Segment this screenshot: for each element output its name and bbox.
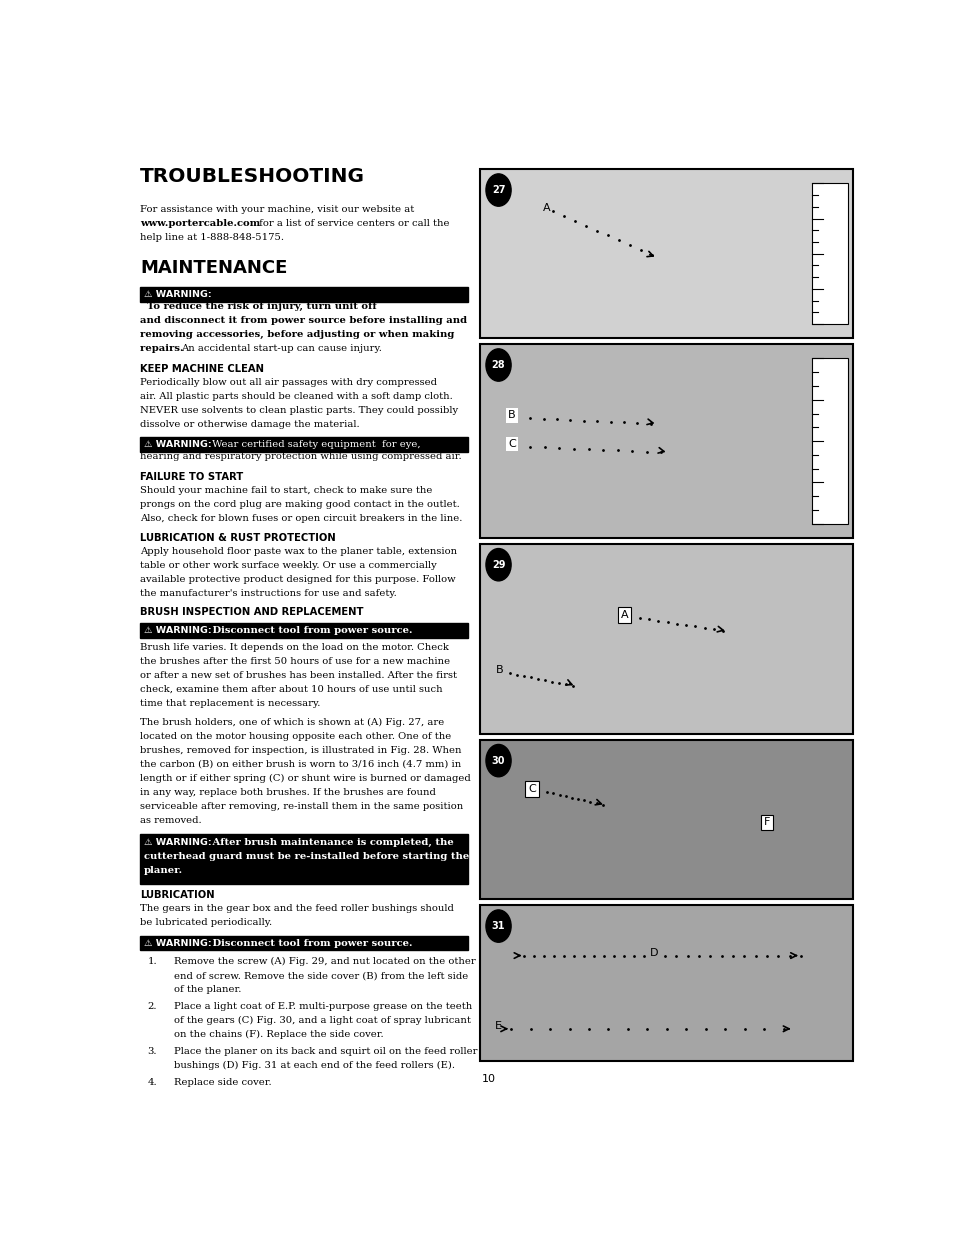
Text: of the planer.: of the planer. bbox=[173, 986, 241, 994]
Text: ⚠ WARNING:: ⚠ WARNING: bbox=[144, 440, 211, 450]
Text: ⚠ WARNING:: ⚠ WARNING: bbox=[144, 837, 211, 847]
FancyBboxPatch shape bbox=[140, 834, 468, 884]
Text: brushes, removed for inspection, is illustrated in Fig. 28. When: brushes, removed for inspection, is illu… bbox=[140, 746, 461, 755]
Text: D: D bbox=[649, 947, 658, 957]
Text: cutterhead guard must be re-installed before starting the: cutterhead guard must be re-installed be… bbox=[144, 852, 469, 861]
FancyBboxPatch shape bbox=[479, 169, 852, 338]
FancyBboxPatch shape bbox=[479, 345, 852, 538]
Text: prongs on the cord plug are making good contact in the outlet.: prongs on the cord plug are making good … bbox=[140, 500, 459, 509]
Text: After brush maintenance is completed, the: After brush maintenance is completed, th… bbox=[209, 837, 453, 847]
Circle shape bbox=[485, 745, 511, 777]
Text: The gears in the gear box and the feed roller bushings should: The gears in the gear box and the feed r… bbox=[140, 904, 454, 913]
Circle shape bbox=[485, 348, 511, 382]
Text: Should your machine fail to start, check to make sure the: Should your machine fail to start, check… bbox=[140, 487, 432, 495]
FancyBboxPatch shape bbox=[479, 543, 852, 734]
Text: length or if either spring (C) or shunt wire is burned or damaged: length or if either spring (C) or shunt … bbox=[140, 774, 470, 783]
Text: C: C bbox=[508, 438, 516, 450]
Text: Remove the screw (A) Fig. 29, and nut located on the other: Remove the screw (A) Fig. 29, and nut lo… bbox=[173, 957, 476, 966]
Text: available protective product designed for this purpose. Follow: available protective product designed fo… bbox=[140, 576, 456, 584]
Text: planer.: planer. bbox=[144, 866, 183, 876]
Text: on the chains (F). Replace the side cover.: on the chains (F). Replace the side cove… bbox=[173, 1030, 383, 1040]
Text: as removed.: as removed. bbox=[140, 816, 201, 825]
Text: 3.: 3. bbox=[147, 1047, 156, 1056]
Text: F: F bbox=[763, 818, 769, 827]
Text: Periodically blow out all air passages with dry compressed: Periodically blow out all air passages w… bbox=[140, 378, 436, 388]
Text: For assistance with your machine, visit our website at: For assistance with your machine, visit … bbox=[140, 205, 414, 214]
Text: BRUSH INSPECTION AND REPLACEMENT: BRUSH INSPECTION AND REPLACEMENT bbox=[140, 608, 363, 618]
Text: Wear certified safety equipment  for eye,: Wear certified safety equipment for eye, bbox=[209, 440, 420, 450]
Circle shape bbox=[485, 174, 511, 206]
Text: the carbon (B) on either brush is worn to 3/16 inch (4.7 mm) in: the carbon (B) on either brush is worn t… bbox=[140, 760, 460, 769]
Text: LUBRICATION: LUBRICATION bbox=[140, 889, 214, 899]
Text: MAINTENANCE: MAINTENANCE bbox=[140, 259, 287, 277]
Text: in any way, replace both brushes. If the brushes are found: in any way, replace both brushes. If the… bbox=[140, 788, 436, 797]
Text: Place a light coat of E.P. multi-purpose grease on the teeth: Place a light coat of E.P. multi-purpose… bbox=[173, 1002, 472, 1011]
Text: A: A bbox=[619, 610, 627, 620]
Text: TROUBLESHOOTING: TROUBLESHOOTING bbox=[140, 167, 365, 186]
Text: check, examine them after about 10 hours of use until such: check, examine them after about 10 hours… bbox=[140, 685, 442, 694]
Text: The brush holders, one of which is shown at (A) Fig. 27, are: The brush holders, one of which is shown… bbox=[140, 718, 444, 727]
Text: FAILURE TO START: FAILURE TO START bbox=[140, 472, 243, 482]
Text: To reduce the risk of injury, turn unit off: To reduce the risk of injury, turn unit … bbox=[140, 303, 376, 311]
Text: www.portercable.com: www.portercable.com bbox=[140, 220, 260, 228]
Text: B: B bbox=[508, 410, 516, 420]
FancyBboxPatch shape bbox=[811, 183, 846, 324]
Text: Disconnect tool from power source.: Disconnect tool from power source. bbox=[209, 939, 412, 947]
Text: Replace side cover.: Replace side cover. bbox=[173, 1078, 272, 1087]
Text: 2.: 2. bbox=[147, 1002, 156, 1011]
Text: 28: 28 bbox=[491, 361, 505, 370]
Text: C: C bbox=[528, 784, 536, 794]
FancyBboxPatch shape bbox=[140, 288, 468, 303]
Text: E: E bbox=[495, 1021, 501, 1031]
Text: Also, check for blown fuses or open circuit breakers in the line.: Also, check for blown fuses or open circ… bbox=[140, 514, 462, 524]
Text: 10: 10 bbox=[481, 1074, 496, 1084]
Text: NEVER use solvents to clean plastic parts. They could possibly: NEVER use solvents to clean plastic part… bbox=[140, 406, 457, 415]
Text: serviceable after removing, re-install them in the same position: serviceable after removing, re-install t… bbox=[140, 803, 463, 811]
Text: repairs.: repairs. bbox=[140, 345, 187, 353]
Text: the manufacturer's instructions for use and safety.: the manufacturer's instructions for use … bbox=[140, 589, 396, 598]
Text: KEEP MACHINE CLEAN: KEEP MACHINE CLEAN bbox=[140, 364, 264, 374]
Text: time that replacement is necessary.: time that replacement is necessary. bbox=[140, 699, 320, 708]
Text: help line at 1-888-848-5175.: help line at 1-888-848-5175. bbox=[140, 233, 284, 242]
Text: end of screw. Remove the side cover (B) from the left side: end of screw. Remove the side cover (B) … bbox=[173, 971, 468, 981]
Text: 1.: 1. bbox=[147, 957, 157, 966]
Text: 29: 29 bbox=[491, 559, 505, 569]
Text: A: A bbox=[542, 203, 550, 214]
FancyBboxPatch shape bbox=[140, 624, 468, 637]
Text: table or other work surface weekly. Or use a commercially: table or other work surface weekly. Or u… bbox=[140, 561, 436, 571]
Text: 30: 30 bbox=[491, 756, 505, 766]
Text: of the gears (C) Fig. 30, and a light coat of spray lubricant: of the gears (C) Fig. 30, and a light co… bbox=[173, 1016, 471, 1025]
Text: Place the planer on its back and squirt oil on the feed roller: Place the planer on its back and squirt … bbox=[173, 1047, 476, 1056]
Text: 4.: 4. bbox=[147, 1078, 157, 1087]
Text: B: B bbox=[496, 666, 503, 676]
Text: for a list of service centers or call the: for a list of service centers or call th… bbox=[255, 220, 449, 228]
Circle shape bbox=[485, 548, 511, 580]
Text: 31: 31 bbox=[491, 921, 505, 931]
Text: hearing and respiratory protection while using compressed air.: hearing and respiratory protection while… bbox=[140, 452, 461, 461]
FancyBboxPatch shape bbox=[479, 905, 852, 1061]
Text: located on the motor housing opposite each other. One of the: located on the motor housing opposite ea… bbox=[140, 732, 451, 741]
Text: Brush life varies. It depends on the load on the motor. Check: Brush life varies. It depends on the loa… bbox=[140, 642, 448, 652]
FancyBboxPatch shape bbox=[811, 358, 846, 524]
FancyBboxPatch shape bbox=[479, 740, 852, 899]
Text: ⚠ WARNING:: ⚠ WARNING: bbox=[144, 939, 211, 947]
Text: An accidental start-up can cause injury.: An accidental start-up can cause injury. bbox=[181, 345, 382, 353]
Text: air. All plastic parts should be cleaned with a soft damp cloth.: air. All plastic parts should be cleaned… bbox=[140, 393, 453, 401]
Text: LUBRICATION & RUST PROTECTION: LUBRICATION & RUST PROTECTION bbox=[140, 534, 335, 543]
FancyBboxPatch shape bbox=[140, 936, 468, 951]
FancyBboxPatch shape bbox=[140, 437, 468, 452]
Text: be lubricated periodically.: be lubricated periodically. bbox=[140, 918, 272, 926]
Text: ⚠ WARNING:: ⚠ WARNING: bbox=[144, 290, 211, 299]
Text: and disconnect it from power source before installing and: and disconnect it from power source befo… bbox=[140, 316, 467, 325]
Text: ⚠ WARNING:: ⚠ WARNING: bbox=[144, 626, 211, 635]
Circle shape bbox=[485, 910, 511, 942]
Text: Apply household floor paste wax to the planer table, extension: Apply household floor paste wax to the p… bbox=[140, 547, 456, 556]
Text: the brushes after the first 50 hours of use for a new machine: the brushes after the first 50 hours of … bbox=[140, 657, 450, 666]
Text: 27: 27 bbox=[491, 185, 505, 195]
Text: bushings (D) Fig. 31 at each end of the feed rollers (E).: bushings (D) Fig. 31 at each end of the … bbox=[173, 1061, 455, 1071]
Text: dissolve or otherwise damage the material.: dissolve or otherwise damage the materia… bbox=[140, 420, 359, 430]
Text: Disconnect tool from power source.: Disconnect tool from power source. bbox=[209, 626, 412, 635]
Text: or after a new set of brushes has been installed. After the first: or after a new set of brushes has been i… bbox=[140, 671, 456, 679]
Text: removing accessories, before adjusting or when making: removing accessories, before adjusting o… bbox=[140, 330, 454, 340]
